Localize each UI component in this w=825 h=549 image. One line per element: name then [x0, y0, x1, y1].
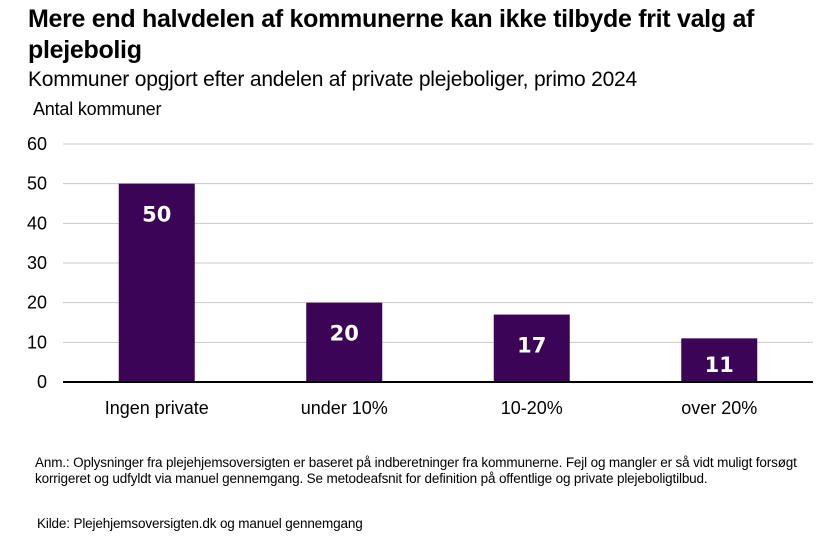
y-tick-label: 20: [27, 293, 47, 313]
bar: [118, 183, 195, 382]
y-tick-label: 30: [27, 253, 47, 273]
y-tick-label: 0: [37, 372, 47, 392]
bar: [681, 338, 758, 382]
data-label: 11: [705, 353, 734, 377]
x-axis-categories: Ingen private under 10% 10-20% over 20%: [105, 398, 758, 418]
chart-source: Kilde: Plejehjemsoversigten.dk og manuel…: [37, 516, 363, 531]
bar: [493, 314, 570, 382]
chart-subtitle: Kommuner opgjort efter andelen af privat…: [28, 68, 638, 91]
x-category-label: Ingen private: [105, 398, 209, 418]
data-label: 17: [517, 334, 546, 358]
chart-title: Mere end halvdelen af kommunerne kan ikk…: [28, 5, 755, 64]
data-label: 50: [142, 203, 171, 227]
data-label: 20: [330, 322, 359, 346]
chart-note: Anm.: Oplysninger fra plejehjemsoversigt…: [35, 455, 797, 486]
y-axis-label: Antal kommuner: [33, 99, 162, 119]
x-category-label: over 20%: [681, 398, 757, 418]
data-labels: 50 20 17 11: [142, 203, 734, 377]
bar-chart: 0 10 20 30 40 50 60 50 20 17 11 Ingen private unde…: [27, 134, 813, 418]
x-category-label: 10-20%: [501, 398, 563, 418]
bar: [306, 302, 383, 382]
bars: [118, 183, 758, 382]
x-category-label: under 10%: [301, 398, 388, 418]
y-tick-label: 60: [27, 134, 47, 154]
y-tick-label: 50: [27, 174, 47, 194]
y-tick-label: 40: [27, 213, 47, 233]
y-axis-ticks: 0 10 20 30 40 50 60: [27, 134, 47, 392]
y-tick-label: 10: [27, 332, 47, 352]
